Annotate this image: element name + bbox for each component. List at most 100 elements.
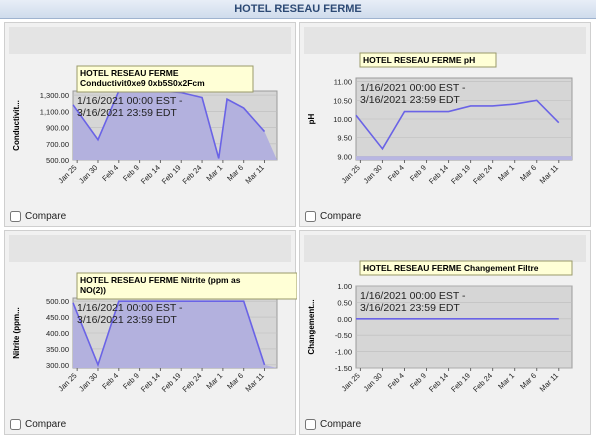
chart-panel-conductivity: Compare 1,300.00 1,100.00 900.00 700.00 500.… bbox=[4, 22, 296, 227]
date-range-line: 1/16/2021 00:00 EST - bbox=[360, 290, 468, 302]
compare-checkbox[interactable] bbox=[10, 211, 21, 222]
x-tick-label: Jan 25 bbox=[340, 163, 362, 185]
y-tick-label: 1,300.00 bbox=[40, 91, 69, 100]
date-range-line: 3/16/2021 23:59 EDT bbox=[77, 314, 177, 326]
x-tick-label: Feb 14 bbox=[427, 163, 450, 186]
y-tick-label: -1.50 bbox=[335, 364, 352, 373]
date-range-line: 1/16/2021 00:00 EST - bbox=[360, 82, 468, 94]
series-line bbox=[72, 90, 266, 159]
date-range-label: 1/16/2021 00:00 EST - 3/16/2021 23:59 ED… bbox=[360, 290, 468, 314]
compare-toggle[interactable]: Compare bbox=[305, 419, 361, 430]
date-range-line: 3/16/2021 23:59 EDT bbox=[360, 94, 460, 106]
date-range-line: 1/16/2021 00:00 EST - bbox=[77, 302, 185, 314]
x-tick-label: Mar 11 bbox=[243, 163, 265, 185]
chart-svg: 11.00 10.50 10.00 9.50 9.00 Jan 25 Jan 30 Feb 4… bbox=[307, 52, 573, 186]
x-tick-label: Jan 30 bbox=[77, 163, 99, 185]
chart-title-line: NO(2)) bbox=[80, 285, 106, 295]
x-tick-label: Feb 4 bbox=[100, 163, 120, 183]
compare-label: Compare bbox=[320, 419, 362, 430]
compare-label: Compare bbox=[320, 211, 362, 222]
date-range-label: 1/16/2021 00:00 EST - 3/16/2021 23:59 ED… bbox=[77, 95, 185, 119]
x-tick-label: Jan 25 bbox=[340, 371, 362, 393]
date-range-label: 1/16/2021 00:00 EST - 3/16/2021 23:59 ED… bbox=[360, 82, 468, 106]
x-tick-label: Mar 1 bbox=[204, 371, 224, 391]
x-tick-label: Mar 6 bbox=[518, 163, 538, 183]
y-tick-label: 350.00 bbox=[46, 345, 69, 354]
page-title: HOTEL RESEAU FERME bbox=[0, 0, 596, 19]
compare-checkbox[interactable] bbox=[305, 419, 316, 430]
y-tick-label: 300.00 bbox=[46, 361, 69, 370]
y-tick-label: -1.00 bbox=[335, 348, 352, 357]
series-line bbox=[72, 300, 266, 368]
x-tick-label: Feb 4 bbox=[100, 371, 120, 391]
x-tick-label: Feb 24 bbox=[471, 163, 494, 186]
x-tick-label: Feb 9 bbox=[408, 371, 428, 391]
y-tick-label: 500.00 bbox=[46, 156, 69, 165]
x-tick-label: Mar 1 bbox=[204, 163, 224, 183]
y-tick-label: 900.00 bbox=[46, 124, 69, 133]
chart-title: HOTEL RESEAU FERME Nitrite (ppm as NO(2)) bbox=[80, 275, 241, 295]
compare-checkbox[interactable] bbox=[10, 419, 21, 430]
plot-area bbox=[355, 285, 573, 369]
x-tick-label: Feb 14 bbox=[139, 371, 162, 394]
y-tick-label: 1.00 bbox=[337, 282, 352, 291]
x-tick-label: Feb 9 bbox=[408, 163, 428, 183]
x-tick-label: Jan 30 bbox=[362, 371, 384, 393]
chart-panel-filter: Compare 1.00 0.50 0.00 -0.50 -1.00 -1.50 Jan 2… bbox=[299, 230, 591, 435]
x-tick-label: Jan 30 bbox=[362, 163, 384, 185]
x-tick-label: Jan 30 bbox=[77, 371, 99, 393]
y-tick-label: 400.00 bbox=[46, 329, 69, 338]
x-tick-label: Feb 4 bbox=[386, 371, 406, 391]
chart-title-box bbox=[359, 260, 573, 276]
y-tick-label: 11.00 bbox=[334, 78, 352, 87]
x-tick-label: Feb 24 bbox=[471, 371, 494, 394]
x-tick-label: Mar 11 bbox=[243, 371, 265, 393]
y-tick-label: 0.50 bbox=[337, 298, 352, 307]
compare-toggle[interactable]: Compare bbox=[10, 419, 66, 430]
x-tick-label: Feb 19 bbox=[449, 371, 472, 394]
chart-title-box bbox=[76, 272, 297, 300]
date-range-line: 3/16/2021 23:59 EDT bbox=[77, 107, 177, 119]
chart-title-line: HOTEL RESEAU FERME bbox=[80, 68, 179, 78]
chart-panel-ph: Compare 11.00 10.50 10.00 9.50 9.00 Jan 25 Jan… bbox=[299, 22, 591, 227]
chart-title: HOTEL RESEAU FERME pH bbox=[363, 55, 475, 65]
compare-label: Compare bbox=[25, 211, 67, 222]
chart-title-box bbox=[359, 52, 497, 68]
series-line bbox=[355, 99, 560, 151]
chart-title: HOTEL RESEAU FERME Changement Filtre bbox=[363, 263, 539, 273]
y-axis-label: pH bbox=[307, 113, 316, 124]
panel-header bbox=[9, 235, 291, 262]
chart-panel-nitrite: Compare 500.00 450.00 400.00 350.00 300.00 Ja… bbox=[4, 230, 297, 435]
x-tick-label: Feb 14 bbox=[139, 163, 162, 186]
chart-title-line: Conductivit0xe9 0xb5S0x2Fcm bbox=[80, 78, 205, 88]
x-tick-label: Mar 1 bbox=[496, 371, 516, 391]
panel-header bbox=[304, 235, 586, 262]
chart-title: HOTEL RESEAU FERME Conductivit0xe9 0xb5S0… bbox=[80, 68, 205, 88]
x-tick-label: Mar 11 bbox=[538, 163, 560, 185]
y-tick-label: 450.00 bbox=[46, 313, 69, 322]
series-band bbox=[356, 156, 572, 160]
compare-checkbox[interactable] bbox=[305, 211, 316, 222]
date-range-label: 1/16/2021 00:00 EST - 3/16/2021 23:59 ED… bbox=[77, 302, 185, 326]
y-tick-label: 9.50 bbox=[337, 134, 352, 143]
compare-toggle[interactable]: Compare bbox=[10, 211, 66, 222]
y-axis-label: Nitrite (ppm... bbox=[12, 307, 21, 359]
y-tick-label: 500.00 bbox=[46, 297, 69, 306]
x-tick-label: Feb 19 bbox=[449, 163, 472, 186]
y-axis-label: Conductivit... bbox=[12, 100, 21, 151]
x-tick-label: Jan 25 bbox=[56, 371, 78, 393]
compare-label: Compare bbox=[25, 419, 67, 430]
y-tick-label: 1,100.00 bbox=[40, 107, 69, 116]
x-tick-label: Mar 6 bbox=[518, 371, 538, 391]
date-range-line: 3/16/2021 23:59 EDT bbox=[360, 302, 460, 314]
panel-header bbox=[9, 27, 291, 54]
date-range-line: 1/16/2021 00:00 EST - bbox=[77, 95, 185, 107]
y-axis-label: Changement... bbox=[307, 299, 316, 354]
x-tick-label: Mar 6 bbox=[225, 163, 245, 183]
x-tick-label: Mar 6 bbox=[225, 371, 245, 391]
compare-toggle[interactable]: Compare bbox=[305, 211, 361, 222]
x-tick-label: Feb 4 bbox=[386, 163, 406, 183]
